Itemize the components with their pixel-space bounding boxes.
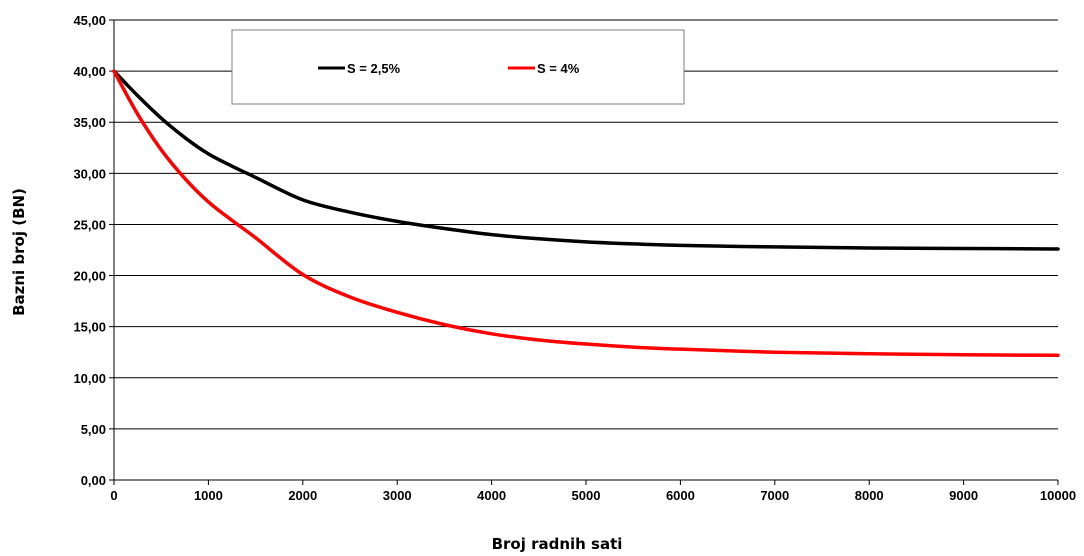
gridlines: [114, 19, 1058, 430]
x-tick-label: 6000: [666, 488, 695, 503]
legend: S = 2,5% S = 4%: [231, 29, 685, 105]
legend-box: [231, 29, 685, 105]
axes: [109, 19, 1059, 485]
x-tick-label: 3000: [383, 488, 412, 503]
x-tick-label: 1000: [194, 488, 223, 503]
x-tick-label: 5000: [572, 488, 601, 503]
y-axis-title: Bazni broj (BN): [10, 188, 28, 316]
legend-label-s-2-5: S = 2,5%: [347, 61, 401, 76]
x-tick-label: 2000: [288, 488, 317, 503]
x-tick-label: 0: [110, 488, 117, 503]
x-axis-title: Broj radnih sati: [492, 535, 623, 553]
y-tick-label: 0,00: [81, 473, 106, 488]
y-tick-label: 25,00: [73, 217, 106, 232]
series-lines: [112, 69, 1060, 358]
y-tick-label: 10,00: [73, 371, 106, 386]
y-tick-label: 40,00: [73, 64, 106, 79]
x-tick-label: 7000: [760, 488, 789, 503]
x-tick-label: 10000: [1040, 488, 1076, 503]
y-tick-label: 45,00: [73, 13, 106, 28]
y-tick-labels: 0,00 5,00 10,00 15,00 20,00 25,00 30,00 35,00 40…: [73, 13, 106, 488]
y-tick-label: 30,00: [73, 166, 106, 181]
y-tick-label: 5,00: [81, 422, 106, 437]
series-line-s-2-5: [112, 69, 1060, 251]
y-tick-label: 35,00: [73, 115, 106, 130]
x-tick-labels: 0 1000 2000 3000 4000 5000 6000 7000 8000 9000 100…: [110, 488, 1076, 503]
x-tick-label: 8000: [855, 488, 884, 503]
legend-label-s-4: S = 4%: [537, 61, 580, 76]
y-tick-label: 15,00: [73, 320, 106, 335]
y-tick-label: 20,00: [73, 269, 106, 284]
series-line-s-4: [112, 69, 1060, 358]
x-tick-label: 4000: [477, 488, 506, 503]
x-tick-label: 9000: [949, 488, 978, 503]
